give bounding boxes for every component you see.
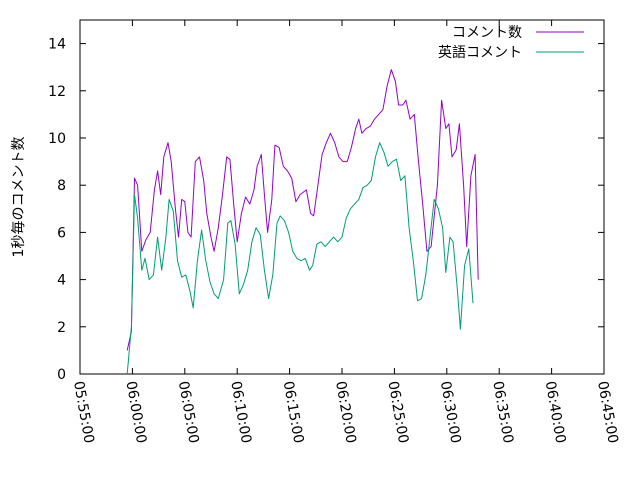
x-tick-label: 06:30:00 [437, 380, 464, 445]
series-line-1 [126, 69, 479, 351]
x-tick-label: 06:15:00 [280, 380, 307, 445]
x-tick-label: 06:45:00 [594, 380, 621, 445]
x-tick-label: 05:55:00 [70, 380, 97, 445]
x-tick-label: 06:25:00 [384, 380, 411, 445]
y-tick-label: 2 [57, 320, 66, 336]
x-tick-label: 06:35:00 [489, 380, 516, 445]
y-axis: 0 2 4 6 8 10 12 14 [48, 37, 604, 383]
x-tick-label: 06:40:00 [542, 380, 569, 445]
y-tick-label: 6 [57, 225, 66, 241]
x-tick-label: 06:10:00 [227, 380, 254, 445]
y-tick-label: 0 [57, 367, 66, 383]
x-axis: 05:55:00 06:00:00 06:05:00 06:10:00 06:15:00… [70, 20, 621, 445]
series-line-2 [126, 142, 474, 375]
x-tick-label: 06:05:00 [175, 380, 202, 445]
legend-label: 英語コメント [438, 44, 522, 61]
series-layer [126, 69, 479, 375]
x-tick-label: 06:00:00 [122, 380, 149, 445]
plot-frame [79, 19, 605, 375]
y-tick-label: 10 [48, 131, 66, 147]
legend-label: コメント数 [452, 25, 522, 41]
x-tick-label: 06:20:00 [332, 380, 359, 445]
y-tick-label: 14 [48, 37, 66, 53]
y-tick-label: 4 [57, 273, 66, 289]
y-tick-label: 8 [57, 178, 66, 194]
y-tick-label: 12 [48, 84, 66, 100]
y-axis-title: 1秒毎のコメント数 [11, 137, 27, 258]
